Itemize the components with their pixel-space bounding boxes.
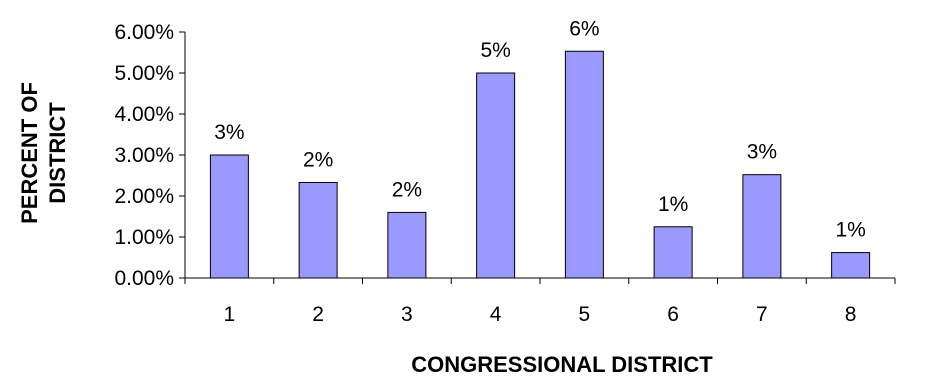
plot-area: 0.00% 1.00% 2.00% 3.00% 4.00% 5.00% 6.00% 1 3% 2 2… bbox=[114, 17, 896, 326]
data-label: 1% bbox=[658, 193, 688, 216]
x-tick-label: 7 bbox=[756, 303, 768, 326]
x-tick-label: 2 bbox=[312, 303, 324, 326]
bar-district-4 bbox=[476, 72, 516, 279]
bar-district-6 bbox=[653, 226, 693, 279]
x-axis-title: CONGRESSIONAL DISTRICT bbox=[411, 352, 713, 377]
data-label: 3% bbox=[214, 121, 244, 144]
y-axis-title-line-1: PERCENT OF bbox=[17, 82, 42, 224]
bar-district-3 bbox=[387, 211, 427, 279]
x-tick-label: 5 bbox=[579, 303, 591, 326]
x-tick-label: 8 bbox=[845, 303, 857, 326]
y-tick-label: 6.00% bbox=[114, 21, 174, 44]
y-axis-title-line-2: DISTRICT bbox=[45, 102, 70, 204]
y-tick-label: 3.00% bbox=[114, 144, 174, 167]
x-tick-label: 6 bbox=[667, 303, 679, 326]
y-axis-title: PERCENT OF DISTRICT bbox=[17, 82, 70, 224]
data-label: 5% bbox=[480, 39, 510, 62]
data-label: 6% bbox=[569, 17, 599, 40]
data-label: 2% bbox=[392, 178, 422, 201]
x-tick-label: 3 bbox=[401, 303, 413, 326]
bar-district-2 bbox=[298, 181, 338, 279]
y-tick-label: 4.00% bbox=[114, 103, 174, 126]
data-label: 3% bbox=[747, 141, 777, 164]
data-label: 1% bbox=[835, 219, 865, 242]
bar-district-8 bbox=[831, 252, 871, 279]
y-tick-label: 2.00% bbox=[114, 185, 174, 208]
x-tick-label: 4 bbox=[490, 303, 502, 326]
bar-district-1 bbox=[209, 154, 249, 279]
y-tick-label: 5.00% bbox=[114, 62, 174, 85]
bar-district-5 bbox=[564, 50, 604, 279]
bar-district-7 bbox=[742, 174, 782, 279]
x-tick-label: 1 bbox=[224, 303, 236, 326]
data-label: 2% bbox=[303, 148, 333, 171]
y-tick-label: 1.00% bbox=[114, 226, 174, 249]
y-tick-label: 0.00% bbox=[114, 267, 174, 290]
